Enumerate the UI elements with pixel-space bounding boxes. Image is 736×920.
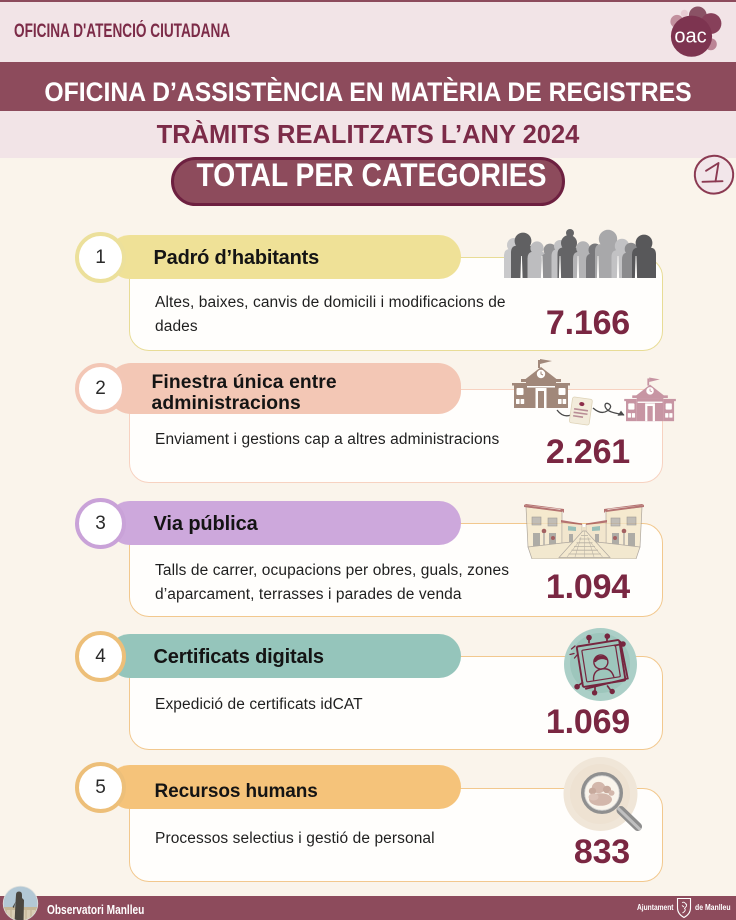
svg-text:oac: oac <box>674 26 706 48</box>
